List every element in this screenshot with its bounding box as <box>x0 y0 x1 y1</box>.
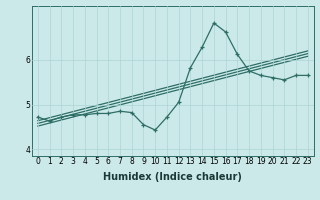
X-axis label: Humidex (Indice chaleur): Humidex (Indice chaleur) <box>103 172 242 182</box>
